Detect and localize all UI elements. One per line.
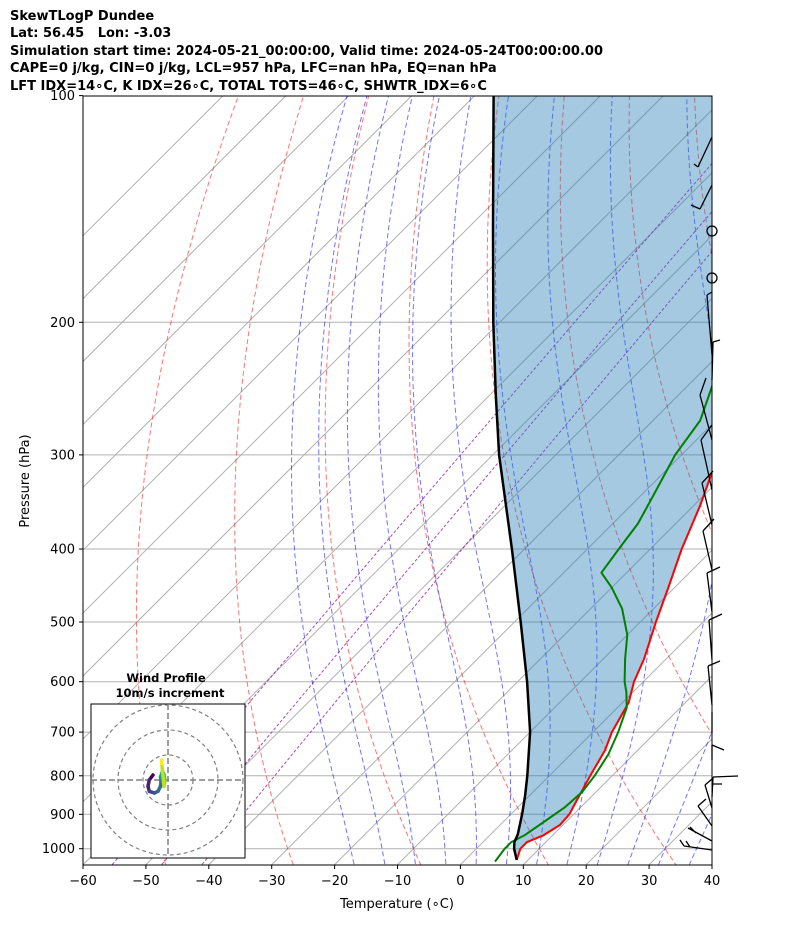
dry-adiabat [559,96,712,736]
wind-barb [711,775,739,798]
wind-barb [701,470,714,526]
wind-barb [679,839,713,851]
isotherm-line [522,675,712,865]
isotherm-line [83,96,664,677]
isotherm-line [585,738,712,865]
moist-adiabat [495,96,551,865]
profile-lines [491,96,712,863]
x-tick-label: −10 [384,874,411,889]
isotherm-line [83,96,287,300]
isotherm-line [270,423,712,865]
dry-adiabat [760,96,794,880]
isotherm-line [333,486,712,865]
moist-adiabat [688,813,712,865]
isotherm-line [83,96,413,426]
y-tick-label: 200 [50,316,75,331]
x-tick-label: 10 [515,874,532,889]
moist-adiabat [318,96,386,865]
location-line: Lat: 56.45 Lon: -3.03 [10,26,172,42]
moist-adiabat [450,96,511,865]
isotherm-line [144,297,712,865]
time-line: Simulation start time: 2024-05-21_00:00:… [10,43,603,59]
wind-barb [707,660,721,706]
chart-title: SkewTLogP Dundee [10,9,155,24]
moist-adiabat [547,96,598,865]
y-tick-label: 900 [50,808,75,823]
dewpoint-line [494,383,712,863]
isotherm-line [83,109,712,740]
wind-barb [711,339,721,381]
x-tick-label: 0 [456,874,464,889]
hodograph-title: Wind Profile [126,671,206,685]
wind-barb [693,136,713,168]
mixing-ratio-line [200,250,712,865]
x-tick-label: 30 [641,874,658,889]
wind-barb [690,184,713,210]
hodograph-rings [91,704,245,858]
y-axis-label: Pressure (hPa) [18,434,33,527]
y-tick-label: 1000 [42,842,75,857]
x-tick-label: 20 [578,874,595,889]
isotherm-line [459,612,712,865]
hodograph-subtitle: 10m/s increment [116,686,225,700]
moist-adiabat [657,730,712,865]
dry-adiabat [234,96,305,865]
wind-barb [706,291,713,356]
cape-shading [493,96,712,860]
y-tick-label: 400 [50,543,75,558]
moist-adiabat [627,96,712,865]
moist-adiabats [291,79,794,880]
moist-adiabat [596,96,654,865]
y-tick-label: 500 [50,616,75,631]
stability-line-1: CAPE=0 j/kg, CIN=0 j/kg, LCL=957 hPa, LF… [10,61,497,77]
hodograph-trace [146,758,167,795]
dry-adiabat [135,96,239,865]
moist-adiabat [713,79,794,880]
wind-barb [697,798,713,827]
moist-adiabat [377,96,447,865]
isotherm-line [83,96,350,363]
wind-barb [706,566,721,613]
moist-adiabat [346,96,417,865]
wind-barb [704,778,713,809]
y-tick-label: 300 [50,448,75,463]
cape-area [493,96,712,860]
y-tick-label: 100 [50,89,75,104]
wind-barb [687,826,713,842]
moist-adiabat [412,96,477,865]
mixing-ratio-line [160,210,712,865]
temperature-line [515,470,712,861]
x-tick-label: −20 [321,874,348,889]
dry-adiabat [628,96,712,535]
isotherm-line [207,360,712,865]
x-axis-label: Temperature (∘C) [339,897,454,912]
dry-adiabat [408,96,550,865]
isotherm-line [83,96,224,237]
moist-adiabat [291,96,355,865]
wind-barb [711,744,725,760]
isotherm-line [396,549,712,865]
x-tick-label: −50 [132,874,159,889]
dry-adiabat [324,96,422,865]
wind-barb [700,424,713,491]
x-tick-label: 40 [704,874,721,889]
hodograph-inset: Wind Profile 10m/s increment [90,671,246,859]
y-tick-label: 800 [50,769,75,784]
stability-line-2: LFT IDX=14∘C, K IDX=26∘C, TOTAL TOTS=46∘… [10,78,487,94]
x-tick-label: −60 [69,874,96,889]
x-tick-label: −30 [258,874,285,889]
isotherm-line [83,96,476,489]
x-tick-label: −40 [195,874,222,889]
wind-barb [699,377,713,441]
isotherm-line [83,96,601,614]
y-tick-label: 700 [50,726,75,741]
chart-header: SkewTLogP Dundee Lat: 56.45 Lon: -3.03 S… [10,8,603,95]
hodograph-segment [160,769,166,789]
parcel-profile-line [491,96,532,861]
y-tick-label: 600 [50,675,75,690]
